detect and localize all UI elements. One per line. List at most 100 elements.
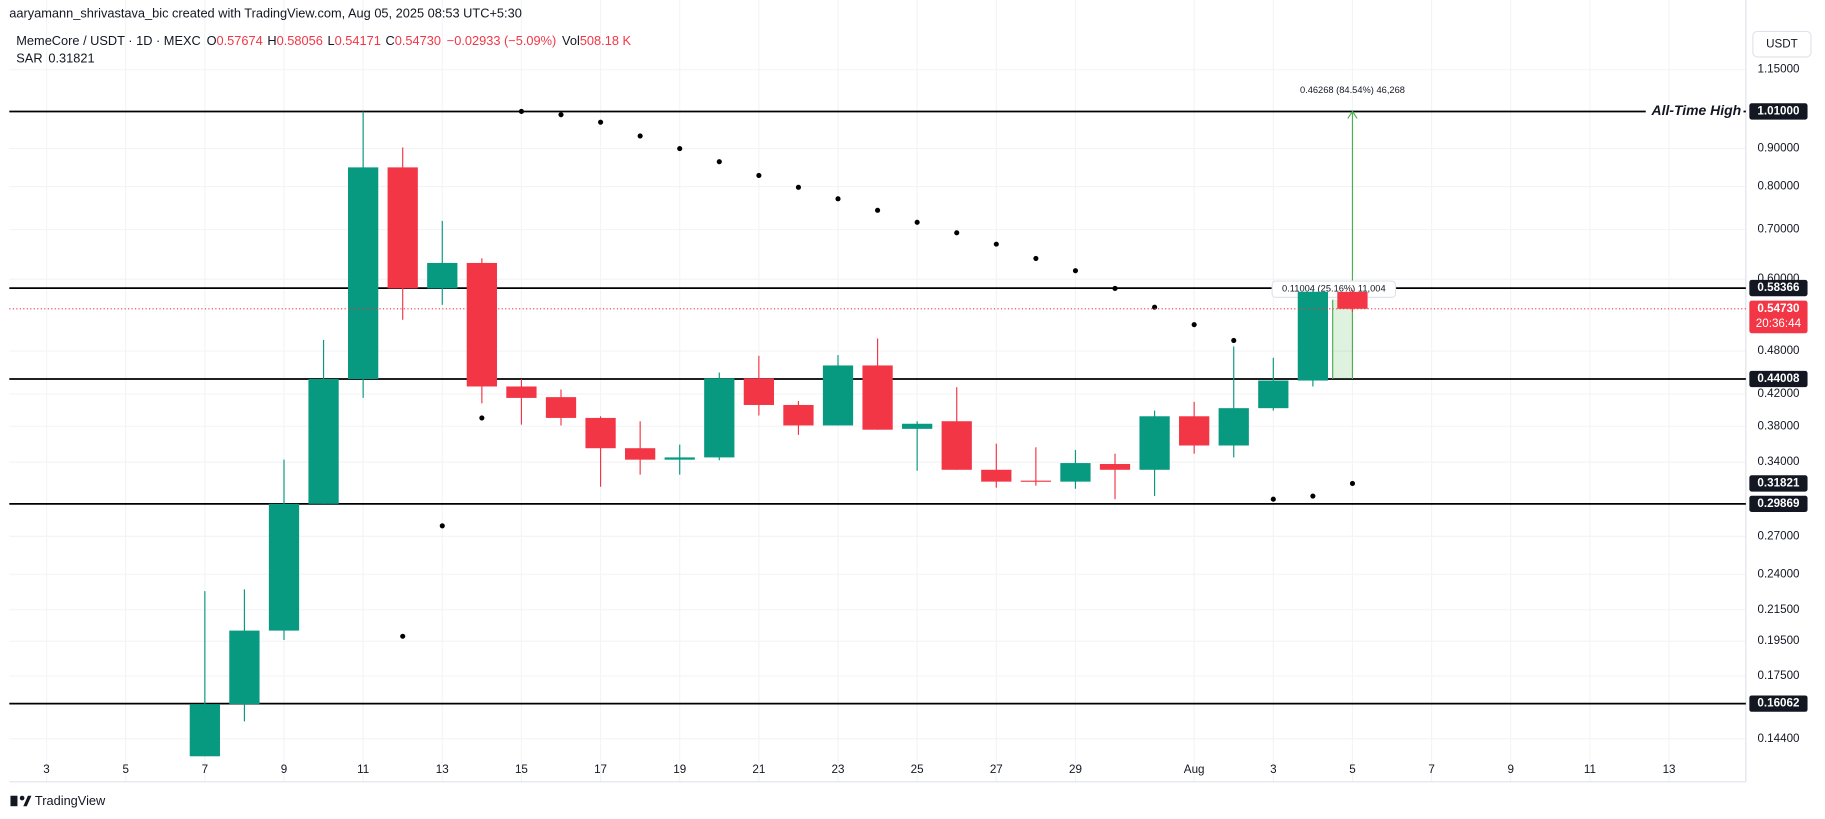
sar-dot xyxy=(1349,480,1356,487)
sar-dot xyxy=(479,415,485,421)
candle-body xyxy=(1139,416,1170,470)
legend: MemeCore / USDT · 1D · MEXC O0.57674 H0.58… xyxy=(16,33,631,48)
candle-body xyxy=(308,379,339,504)
sar-legend: SAR 0.31821 xyxy=(16,51,94,66)
x-tick-label: 29 xyxy=(1069,763,1082,776)
currency[interactable]: USDT xyxy=(1766,37,1798,50)
x-tick-label: 13 xyxy=(1663,763,1676,776)
sar-dot xyxy=(518,108,524,115)
x-tick-label: 3 xyxy=(43,763,49,776)
candle-body xyxy=(1179,416,1210,446)
sar-label: SAR xyxy=(16,51,42,66)
currency-button[interactable] xyxy=(1752,30,1812,58)
h-label: H xyxy=(267,33,276,48)
measure-arrowhead xyxy=(1347,110,1358,119)
c-value: 0.54730 xyxy=(395,33,441,48)
candle-body xyxy=(902,423,933,429)
sar-axis-label: 0.31821 xyxy=(1757,477,1800,490)
sar-dot xyxy=(558,112,564,118)
y-tick-label: 0.38000 xyxy=(1757,419,1800,432)
logo-mark xyxy=(19,795,25,801)
logo: TradingView xyxy=(10,793,106,808)
logo-mark xyxy=(23,795,32,807)
y-tick-label: 0.48000 xyxy=(1757,344,1800,357)
x-tick-label: 7 xyxy=(1428,763,1434,776)
sar-dot xyxy=(993,241,999,247)
vol-value: 508.18 K xyxy=(580,33,632,48)
sar-dot xyxy=(400,633,406,639)
last-price-label: 0.54730 xyxy=(1757,302,1799,315)
l-label: L xyxy=(328,33,335,48)
o-label: O xyxy=(207,33,217,48)
sar-dot xyxy=(1310,493,1316,499)
x-tick-label: Aug xyxy=(1184,763,1205,776)
sar-dot xyxy=(598,119,604,125)
sar-dot xyxy=(716,159,722,165)
sar-dot xyxy=(1191,322,1197,328)
sar-dot xyxy=(637,133,643,139)
candle-body xyxy=(1218,408,1249,446)
candle-body xyxy=(625,448,656,460)
x-tick-label: 3 xyxy=(1270,763,1276,776)
level-label: 0.58366 xyxy=(1757,281,1800,294)
sar-dot xyxy=(1231,337,1237,344)
sar-dot xyxy=(1112,285,1118,291)
x-tick-label: 13 xyxy=(436,763,449,776)
sar-label-bg xyxy=(1749,475,1808,492)
h-value: 0.58056 xyxy=(277,33,323,48)
annotation: All-Time High xyxy=(1651,102,1742,118)
x-tick-label: 17 xyxy=(594,763,607,776)
level-label: 0.16062 xyxy=(1757,697,1799,710)
x-tick-label: 25 xyxy=(911,763,924,776)
sar-dot xyxy=(875,207,881,213)
x-tick-label: 27 xyxy=(990,763,1003,776)
candle-body xyxy=(1099,464,1131,470)
level-label-bg xyxy=(1749,695,1808,712)
measure-label: 0.11004 (25.16%) 11,004 xyxy=(1282,284,1386,294)
level-label: 0.44008 xyxy=(1757,372,1800,385)
x-tick-label: 15 xyxy=(515,763,528,776)
x-tick-label: 21 xyxy=(752,763,765,776)
y-tick-label: 0.14400 xyxy=(1757,732,1800,745)
sar-dot xyxy=(795,184,801,190)
x-tick-label: 5 xyxy=(1349,763,1355,776)
candle-body xyxy=(545,397,577,418)
candle-body xyxy=(862,365,893,430)
y-tick-label: 0.24000 xyxy=(1757,567,1800,580)
countdown: 20:36:44 xyxy=(1756,317,1802,330)
x-tick-label: 23 xyxy=(832,763,845,776)
measure-box xyxy=(1332,299,1353,380)
y-tick-label: 0.34000 xyxy=(1757,455,1800,468)
candle-body xyxy=(941,421,972,470)
sar-dot xyxy=(954,230,960,236)
candle-body xyxy=(1337,291,1368,309)
candle-body xyxy=(268,503,300,631)
sar-dot xyxy=(1152,304,1158,310)
sar-dot xyxy=(1270,496,1276,502)
vol-label: Vol xyxy=(562,33,580,48)
y-tick-label: 0.42000 xyxy=(1757,387,1800,400)
x-tick-label: 9 xyxy=(281,763,287,776)
x-tick-label: 7 xyxy=(202,763,208,776)
x-tick-label: 5 xyxy=(122,763,128,776)
candle-body xyxy=(189,704,220,757)
x-tick-label: 11 xyxy=(1584,763,1596,776)
o-value: 0.57674 xyxy=(217,33,263,48)
y-tick-label: 0.70000 xyxy=(1757,223,1800,236)
y-tick-label: 0.80000 xyxy=(1757,180,1800,193)
candle-body xyxy=(387,167,418,289)
candle-body xyxy=(1258,380,1289,409)
y-tick-label: 0.27000 xyxy=(1757,529,1800,542)
level-label-bg xyxy=(1749,370,1808,388)
sar-dot xyxy=(835,196,841,202)
measure-label: 0.46268 (84.54%) 46,268 xyxy=(1300,85,1405,95)
logo-mark xyxy=(10,795,18,807)
candle-body xyxy=(1020,480,1052,482)
candle-body xyxy=(466,262,497,387)
last-price-bg xyxy=(1749,300,1808,334)
x-tick-label: 19 xyxy=(673,763,686,776)
attribution: aaryamann_shrivastava_bic created with T… xyxy=(9,5,522,20)
